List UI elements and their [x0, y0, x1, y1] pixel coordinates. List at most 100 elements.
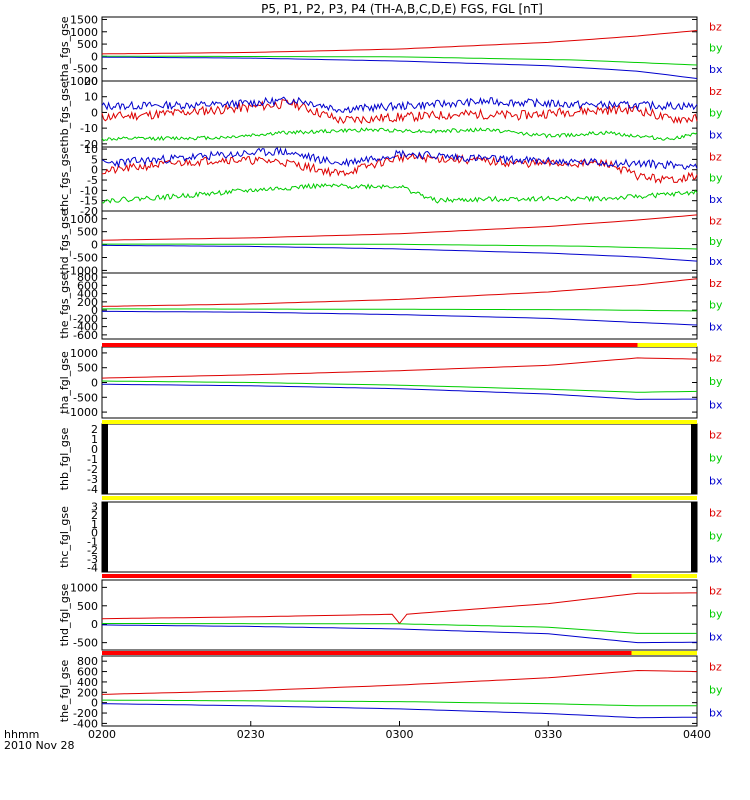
panel-ylabel: the_fgs_gse — [58, 273, 71, 338]
y-tick-label: 1000 — [70, 581, 98, 594]
legend-bx: bx — [709, 63, 723, 76]
legend-bz: bz — [709, 214, 722, 227]
y-tick-label: 800 — [77, 271, 98, 284]
y-tick-label: 500 — [77, 226, 98, 239]
legend-bx: bx — [709, 399, 723, 412]
y-tick-label: -10 — [80, 122, 98, 135]
y-tick-label: 2 — [91, 509, 98, 522]
y-tick-label: -400 — [73, 717, 98, 730]
y-tick-label: 5 — [91, 153, 98, 166]
flag-bar-yellow — [102, 496, 697, 500]
series-bz-thb_fgs_gse — [101, 98, 698, 125]
y-tick-label: 0 — [91, 164, 98, 177]
date-label: 2010 Nov 28 — [4, 739, 74, 752]
y-tick-label: 1000 — [70, 347, 98, 360]
series-bx-tha_fgl_gse — [102, 383, 697, 400]
y-tick-label: -400 — [73, 321, 98, 334]
series-bz-tha_fgs_gse — [101, 30, 698, 55]
legend-by: by — [709, 608, 723, 621]
y-tick-label: 0 — [91, 377, 98, 390]
legend-bz: bz — [709, 507, 722, 520]
y-tick-label: -500 — [73, 391, 98, 404]
series-bz-the_fgl_gse — [101, 669, 698, 695]
y-tick-label: -500 — [73, 63, 98, 76]
legend-bz: bz — [709, 585, 722, 598]
legend-by: by — [709, 42, 723, 55]
legend-bx: bx — [709, 320, 723, 333]
x-tick-label: 0200 — [88, 728, 116, 741]
y-tick-label: 10 — [84, 143, 98, 156]
y-tick-label: 500 — [77, 362, 98, 375]
y-tick-label: 500 — [77, 38, 98, 51]
legend-bz: bz — [709, 429, 722, 442]
panel-frame — [101, 579, 698, 651]
y-tick-label: -600 — [73, 329, 98, 342]
y-tick-label: 0 — [91, 304, 98, 317]
y-tick-label: -4 — [87, 483, 98, 496]
panel-frame — [101, 210, 698, 274]
y-tick-label: 200 — [77, 296, 98, 309]
y-tick-label: 1000 — [70, 26, 98, 39]
legend-bx: bx — [709, 707, 723, 720]
panel-frame — [101, 146, 698, 212]
x-tick-label: 0330 — [534, 728, 562, 741]
y-tick-label: -20 — [80, 205, 98, 218]
legend-by: by — [709, 684, 723, 697]
y-tick-label: 10 — [84, 91, 98, 104]
y-tick-label: -2 — [87, 544, 98, 557]
series-bx-the_fgl_gse — [101, 703, 698, 719]
time-axis-label: hhmm — [4, 728, 39, 741]
x-tick-label: 0230 — [237, 728, 265, 741]
series-bx-the_fgs_gse — [102, 310, 698, 326]
series-bx-thd_fgl_gse — [101, 624, 697, 644]
panel-ylabel: tha_fgl_gse — [58, 351, 71, 414]
series-by-thd_fgs_gse — [102, 243, 698, 250]
series-by-thb_fgs_gse — [101, 127, 698, 142]
flag-bar-red — [102, 574, 632, 578]
legend-by: by — [709, 235, 723, 248]
panel-ylabel: tha_fgs_gse — [58, 16, 71, 81]
y-tick-label: -200 — [73, 707, 98, 720]
y-tick-label: 0 — [91, 527, 98, 540]
series-bz-thd_fgs_gse — [101, 214, 698, 241]
series-bx-thb_fgs_gse — [101, 96, 698, 114]
y-tick-label: 0 — [91, 443, 98, 456]
y-tick-label: 0 — [91, 50, 98, 63]
data-gap-bar-left — [102, 502, 108, 572]
flag-bar-yellow — [102, 420, 697, 424]
panel-frame — [101, 423, 698, 495]
panel-ylabel: thb_fgl_gse — [58, 427, 71, 490]
y-tick-label: -20 — [80, 138, 98, 151]
panel-thb_fgl_gse: 210-1-2-3-4 thb_fgl_gse bz by bx — [58, 423, 723, 496]
legend-bx: bx — [709, 475, 723, 488]
panel-frame — [101, 346, 698, 419]
y-tick-label: -500 — [73, 637, 98, 650]
y-tick-label: 1000 — [70, 213, 98, 226]
legend-bx: bx — [709, 193, 723, 206]
y-tick-label: -3 — [87, 553, 98, 566]
series-by-tha_fgl_gse — [101, 380, 698, 393]
flag-bar-yellow — [637, 343, 697, 347]
series-bz-the_fgs_gse — [101, 278, 698, 307]
flag-bar-yellow — [631, 574, 697, 578]
y-tick-label: 500 — [77, 600, 98, 613]
y-tick-label: 600 — [77, 279, 98, 292]
y-tick-label: -2 — [87, 463, 98, 476]
panel-ylabel: thb_fgs_gse — [58, 81, 71, 147]
y-tick-label: -3 — [87, 473, 98, 486]
legend-bz: bz — [709, 85, 722, 98]
panel-ylabel: the_fgl_gse — [58, 660, 71, 723]
series-by-thd_fgl_gse — [102, 623, 697, 634]
series-by-the_fgs_gse — [102, 308, 697, 312]
y-tick-label: -1000 — [66, 264, 98, 277]
y-tick-label: 0 — [91, 618, 98, 631]
panel-ylabel: thc_fgl_gse — [58, 506, 71, 568]
y-tick-label: 20 — [84, 75, 98, 88]
series-bx-thd_fgs_gse — [102, 244, 698, 262]
